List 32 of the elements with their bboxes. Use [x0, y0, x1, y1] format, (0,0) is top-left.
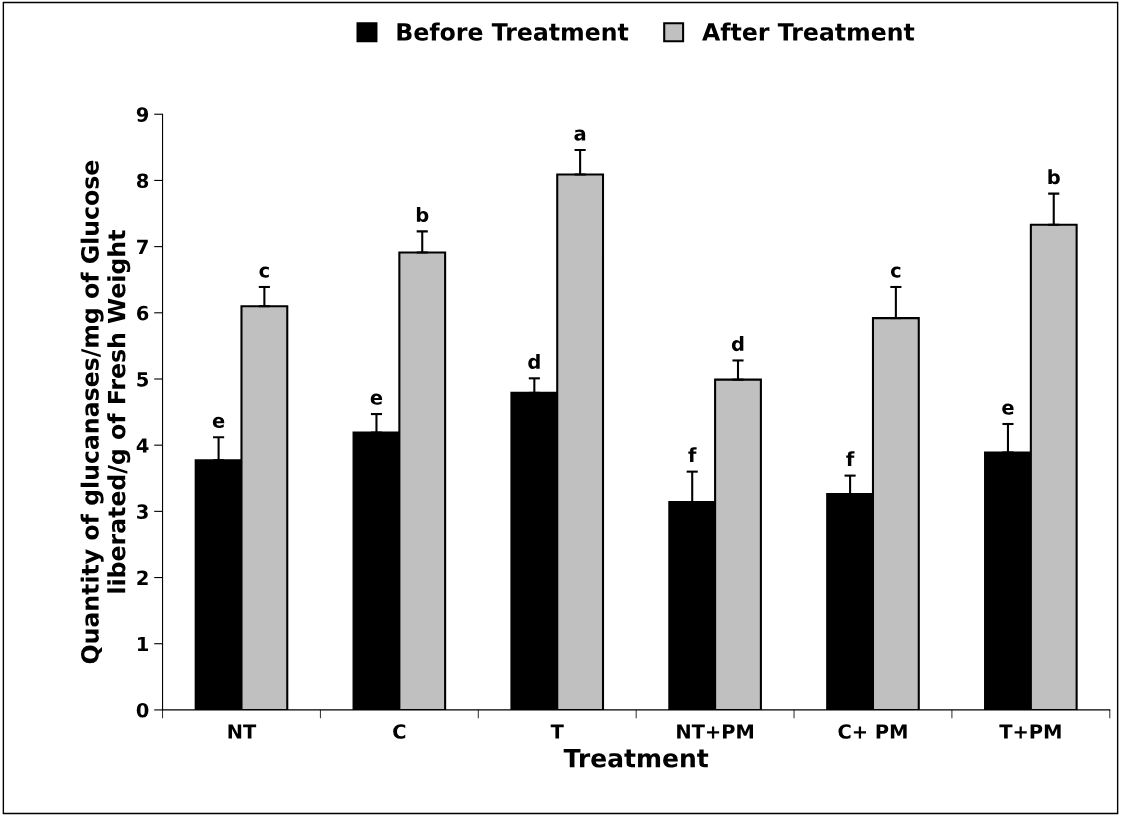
legend-label: After Treatment — [702, 22, 915, 41]
y-tick-label: 3 — [137, 504, 148, 520]
data-label: f — [688, 447, 697, 463]
y-axis-title: Quantity of glucanases/mg of Glucose liberated/g of Fresh Weight — [80, 160, 131, 664]
data-label: d — [528, 353, 540, 369]
x-tick-label: NT — [228, 724, 257, 739]
data-label: e — [1002, 403, 1014, 415]
data-label: a — [574, 129, 586, 141]
y-tick-label: 4 — [136, 438, 149, 453]
data-label: b — [416, 207, 429, 223]
y-tick-label: 7 — [137, 239, 148, 254]
data-label: e — [370, 393, 383, 405]
data-label: c — [259, 266, 269, 278]
data-label: e — [212, 416, 225, 428]
y-tick-label: 2 — [137, 570, 148, 585]
y-tick-label: 6 — [137, 305, 149, 321]
x-tick-label: NT+PM — [677, 724, 754, 739]
data-label: b — [1048, 169, 1060, 185]
data-label: f — [846, 451, 855, 467]
y-tick-label: 9 — [136, 107, 149, 122]
x-axis-title: Treatment — [563, 748, 709, 768]
x-tick-label: T — [550, 724, 564, 739]
legend-label: Before Treatment — [397, 22, 629, 41]
x-tick-label: T+PM — [999, 724, 1061, 739]
y-tick-label: 8 — [137, 173, 149, 189]
x-tick-label: C+ PM — [838, 724, 907, 739]
y-tick-label: 0 — [136, 702, 149, 718]
y-tick-label: 5 — [137, 372, 148, 387]
x-tick-label: C — [393, 724, 406, 739]
y-tick-label: 1 — [138, 636, 149, 652]
data-label: c — [890, 266, 901, 278]
data-label: d — [731, 336, 744, 352]
